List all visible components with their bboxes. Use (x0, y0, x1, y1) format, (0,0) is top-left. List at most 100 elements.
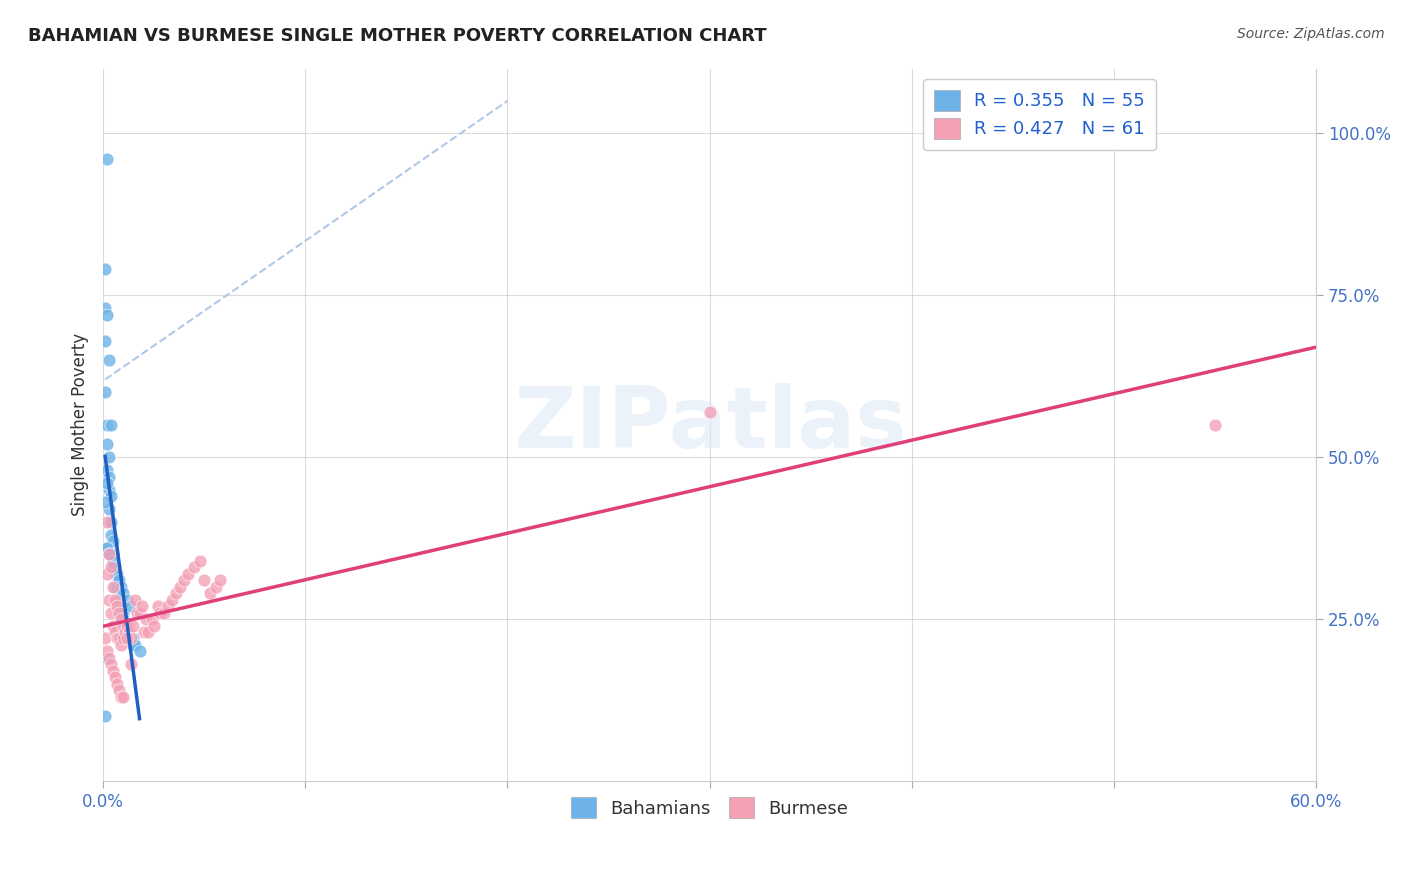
Point (141, 612, 163, 626)
Point (98, 651, 121, 665)
Point (104, 560, 127, 574)
Point (128, 644, 150, 658)
Point (112, 586, 135, 600)
Point (104, 566, 127, 581)
Point (177, 566, 200, 581)
Point (117, 618, 139, 632)
Point (98, 547, 121, 561)
Point (100, 547, 122, 561)
Point (94, 262, 117, 277)
Point (146, 599, 169, 614)
Point (124, 638, 146, 652)
Point (104, 670, 127, 684)
Point (108, 599, 131, 614)
Point (100, 528, 122, 542)
Point (122, 632, 145, 646)
Point (98, 450, 121, 464)
Point (131, 599, 153, 614)
Point (169, 580, 191, 594)
Point (118, 632, 141, 646)
Point (108, 606, 131, 620)
Point (98, 547, 121, 561)
Point (112, 618, 135, 632)
Point (127, 606, 149, 620)
Text: Source: ZipAtlas.com: Source: ZipAtlas.com (1237, 27, 1385, 41)
Point (118, 625, 141, 640)
Point (96, 476, 118, 491)
Point (96, 541, 118, 555)
Point (699, 405, 721, 419)
Point (98, 592, 121, 607)
Point (94, 301, 117, 315)
Point (96, 515, 118, 529)
Point (100, 657, 122, 672)
Point (110, 612, 132, 626)
Point (100, 417, 122, 432)
Point (112, 632, 135, 646)
Point (105, 580, 128, 594)
Point (94, 541, 117, 555)
Point (173, 573, 195, 587)
Point (96, 651, 118, 665)
Point (105, 592, 128, 607)
Point (103, 664, 125, 678)
Point (94, 495, 117, 509)
Point (98, 353, 121, 368)
Point (165, 586, 187, 600)
Point (112, 606, 135, 620)
Point (108, 632, 131, 646)
Point (188, 554, 211, 568)
Point (110, 612, 132, 626)
Point (98, 502, 121, 516)
Point (110, 638, 132, 652)
Point (152, 606, 174, 620)
Point (100, 606, 122, 620)
Point (98, 547, 121, 561)
Point (96, 437, 118, 451)
Point (112, 612, 135, 626)
Text: BAHAMIAN VS BURMESE SINGLE MOTHER POVERTY CORRELATION CHART: BAHAMIAN VS BURMESE SINGLE MOTHER POVERT… (28, 27, 766, 45)
Point (105, 632, 128, 646)
Point (120, 599, 142, 614)
Point (103, 554, 125, 568)
Point (122, 638, 145, 652)
Point (209, 573, 232, 587)
Point (132, 625, 155, 640)
Text: ZIPatlas: ZIPatlas (513, 384, 907, 467)
Point (149, 606, 172, 620)
Point (108, 606, 131, 620)
Point (104, 580, 127, 594)
Point (160, 592, 183, 607)
Point (142, 618, 165, 632)
Point (96, 566, 118, 581)
Point (110, 690, 132, 704)
Point (100, 489, 122, 503)
Point (103, 534, 125, 549)
Point (96, 463, 118, 477)
Point (112, 690, 135, 704)
Point (112, 618, 135, 632)
Point (94, 385, 117, 400)
Point (183, 560, 205, 574)
Point (94, 334, 117, 348)
Point (135, 612, 157, 626)
Point (117, 625, 139, 640)
Point (1204, 417, 1226, 432)
Y-axis label: Single Mother Poverty: Single Mother Poverty (72, 334, 89, 516)
Point (103, 547, 125, 561)
Point (100, 515, 122, 529)
Point (120, 632, 142, 646)
Point (117, 592, 139, 607)
Point (122, 618, 145, 632)
Point (128, 606, 150, 620)
Point (156, 599, 179, 614)
Point (136, 625, 159, 640)
Point (108, 573, 131, 587)
Point (105, 677, 128, 691)
Point (205, 580, 228, 594)
Point (104, 625, 127, 640)
Point (96, 308, 118, 322)
Point (103, 618, 125, 632)
Point (96, 152, 118, 166)
Point (96, 644, 118, 658)
